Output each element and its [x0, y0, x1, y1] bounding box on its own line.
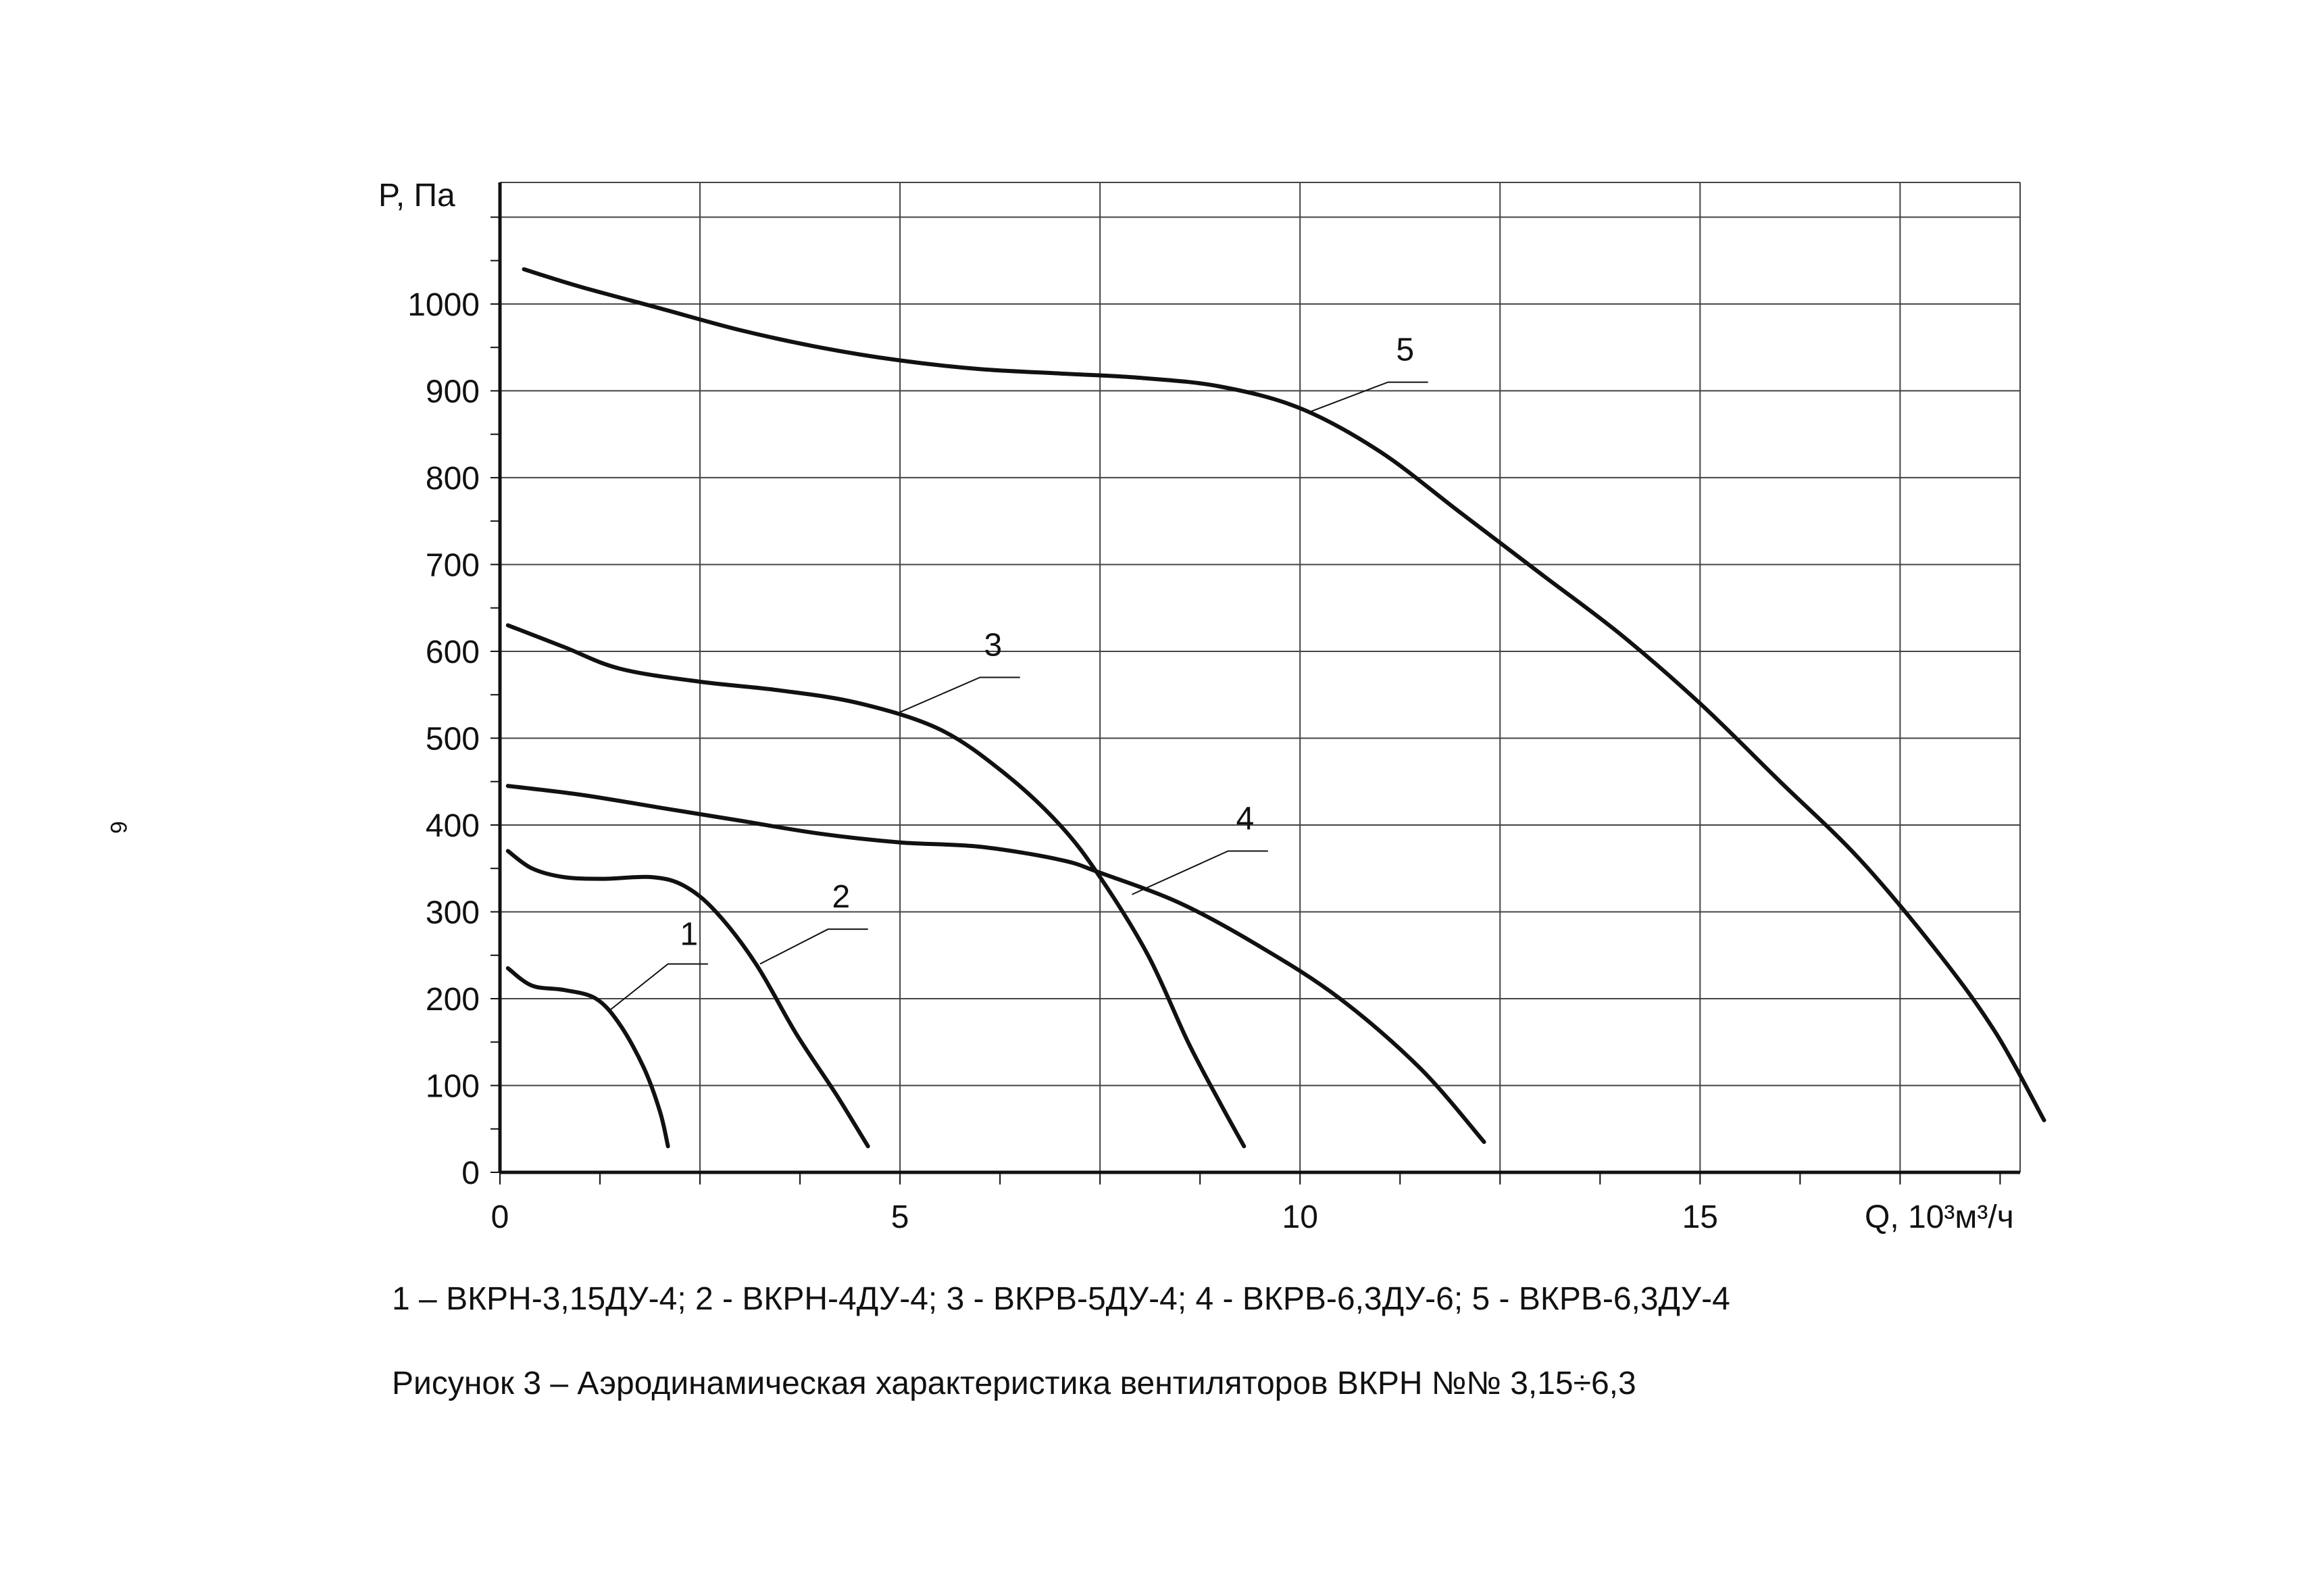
figure-caption: Рисунок 3 – Аэродинамическая характерист…: [392, 1366, 1636, 1401]
y-axis-label: P, Па: [378, 178, 455, 214]
x-tick-label: 15: [1682, 1199, 1718, 1235]
y-tick-label: 0: [461, 1155, 480, 1191]
x-tick-label: 10: [1282, 1199, 1318, 1235]
series-line-4: [505, 784, 1486, 1144]
series-line-3: [505, 623, 1247, 1149]
y-tick-label: 900: [426, 374, 480, 409]
y-tick-label: 600: [426, 634, 480, 670]
leader-line-1: [607, 963, 708, 1013]
series-line-1: [505, 966, 670, 1149]
x-tick-label: 5: [891, 1199, 909, 1235]
y-tick-label: 300: [426, 895, 480, 930]
curve-label-3: 3: [984, 627, 1002, 663]
series-line-5: [522, 267, 2046, 1122]
grid: [500, 182, 2021, 1172]
y-tick-label: 100: [426, 1068, 480, 1104]
series: [505, 267, 2046, 1149]
leader-line-2: [759, 928, 868, 965]
y-tick-label: 800: [426, 461, 480, 497]
curve-label-1: 1: [680, 916, 698, 952]
y-tick-label: 400: [426, 808, 480, 844]
y-tick-label: 1000: [407, 287, 480, 323]
y-tick-label: 500: [426, 721, 480, 757]
legend-text: 1 – ВКРН-3,15ДУ-4; 2 - ВКРН-4ДУ-4; 3 - В…: [392, 1281, 1730, 1317]
curve-label-4: 4: [1236, 801, 1254, 837]
series-line-2: [505, 849, 870, 1149]
curve-leaders: [607, 381, 1428, 1013]
leader-line-3: [899, 676, 1020, 713]
page-number: 6: [105, 821, 131, 834]
curve-label-5: 5: [1396, 332, 1414, 368]
y-tick-label: 200: [426, 982, 480, 1018]
leader-line-5: [1307, 381, 1428, 414]
curve-label-2: 2: [832, 879, 850, 915]
curve-labels: 1 2 3 4 5: [680, 332, 1414, 952]
axes: [498, 182, 2020, 1174]
y-tick-label: 700: [426, 547, 480, 583]
leader-line-4: [1132, 850, 1268, 895]
x-tick-label: 0: [491, 1199, 509, 1235]
x-axis-label: Q, 10³м³/ч: [1865, 1199, 2014, 1235]
